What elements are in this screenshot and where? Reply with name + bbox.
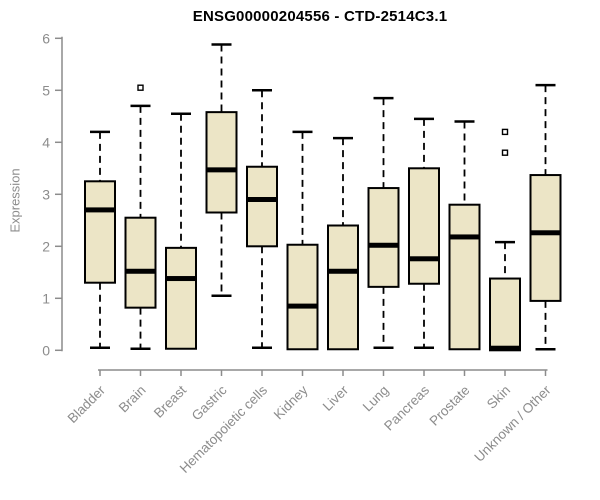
median-line: [166, 276, 196, 282]
median-line: [409, 256, 439, 262]
median-line: [247, 197, 277, 202]
x-category-label: Breast: [151, 382, 189, 420]
y-tick-label: 4: [42, 134, 50, 150]
y-tick-label: 2: [42, 238, 50, 254]
median-line: [328, 268, 358, 274]
iqr-box: [327, 224, 359, 351]
y-tick-label: 3: [42, 186, 50, 202]
box-group-kidney: [286, 130, 319, 351]
x-category-label: Lung: [360, 383, 392, 415]
x-category-label: Liver: [320, 382, 352, 414]
median-line: [287, 303, 318, 309]
iqr-box: [124, 216, 157, 309]
iqr-box: [84, 180, 116, 284]
x-category-label: Bladder: [65, 382, 109, 426]
x-category-label: Skin: [484, 383, 513, 412]
box-group-hematopoietic-cells: [246, 89, 278, 349]
box-group-liver: [327, 136, 359, 351]
x-category-label: Prostate: [426, 383, 472, 429]
iqr-box: [286, 243, 319, 351]
iqr-box: [448, 203, 481, 351]
iqr-box: [205, 111, 238, 214]
median-line: [490, 345, 520, 351]
box-group-prostate: [448, 120, 481, 351]
chart-title: ENSG00000204556 - CTD-2514C3.1: [192, 8, 448, 25]
outlier-point: [501, 149, 509, 156]
box-group-breast: [165, 112, 197, 350]
x-category-label: Brain: [116, 383, 149, 416]
x-category-label: Unknown / Other: [471, 382, 554, 465]
y-tick-label: 5: [42, 82, 50, 98]
median-line: [125, 268, 156, 274]
iqr-box: [246, 165, 278, 248]
box-group-bladder: [84, 130, 116, 349]
box-group-unknown-other: [529, 83, 562, 351]
median-line: [206, 167, 237, 173]
median-line: [530, 230, 561, 236]
median-line: [85, 207, 115, 213]
box-group-brain: [124, 84, 157, 350]
y-tick-label: 1: [42, 290, 50, 306]
iqr-box: [367, 187, 400, 288]
median-line: [368, 242, 399, 248]
outlier-point: [501, 128, 509, 136]
box-group-lung: [367, 96, 400, 349]
iqr-box: [408, 167, 440, 285]
outlier-point: [137, 84, 144, 91]
y-tick-label: 0: [42, 342, 50, 358]
median-line: [449, 234, 480, 240]
iqr-box: [489, 277, 521, 352]
y-tick-label: 6: [42, 30, 50, 46]
x-category-label: Pancreas: [381, 382, 432, 433]
iqr-box: [165, 246, 197, 350]
x-category-label: Kidney: [271, 382, 311, 422]
iqr-box: [529, 174, 562, 302]
box-group-skin: [489, 128, 521, 352]
box-group-pancreas: [408, 117, 440, 349]
box-group-gastric: [205, 43, 238, 297]
